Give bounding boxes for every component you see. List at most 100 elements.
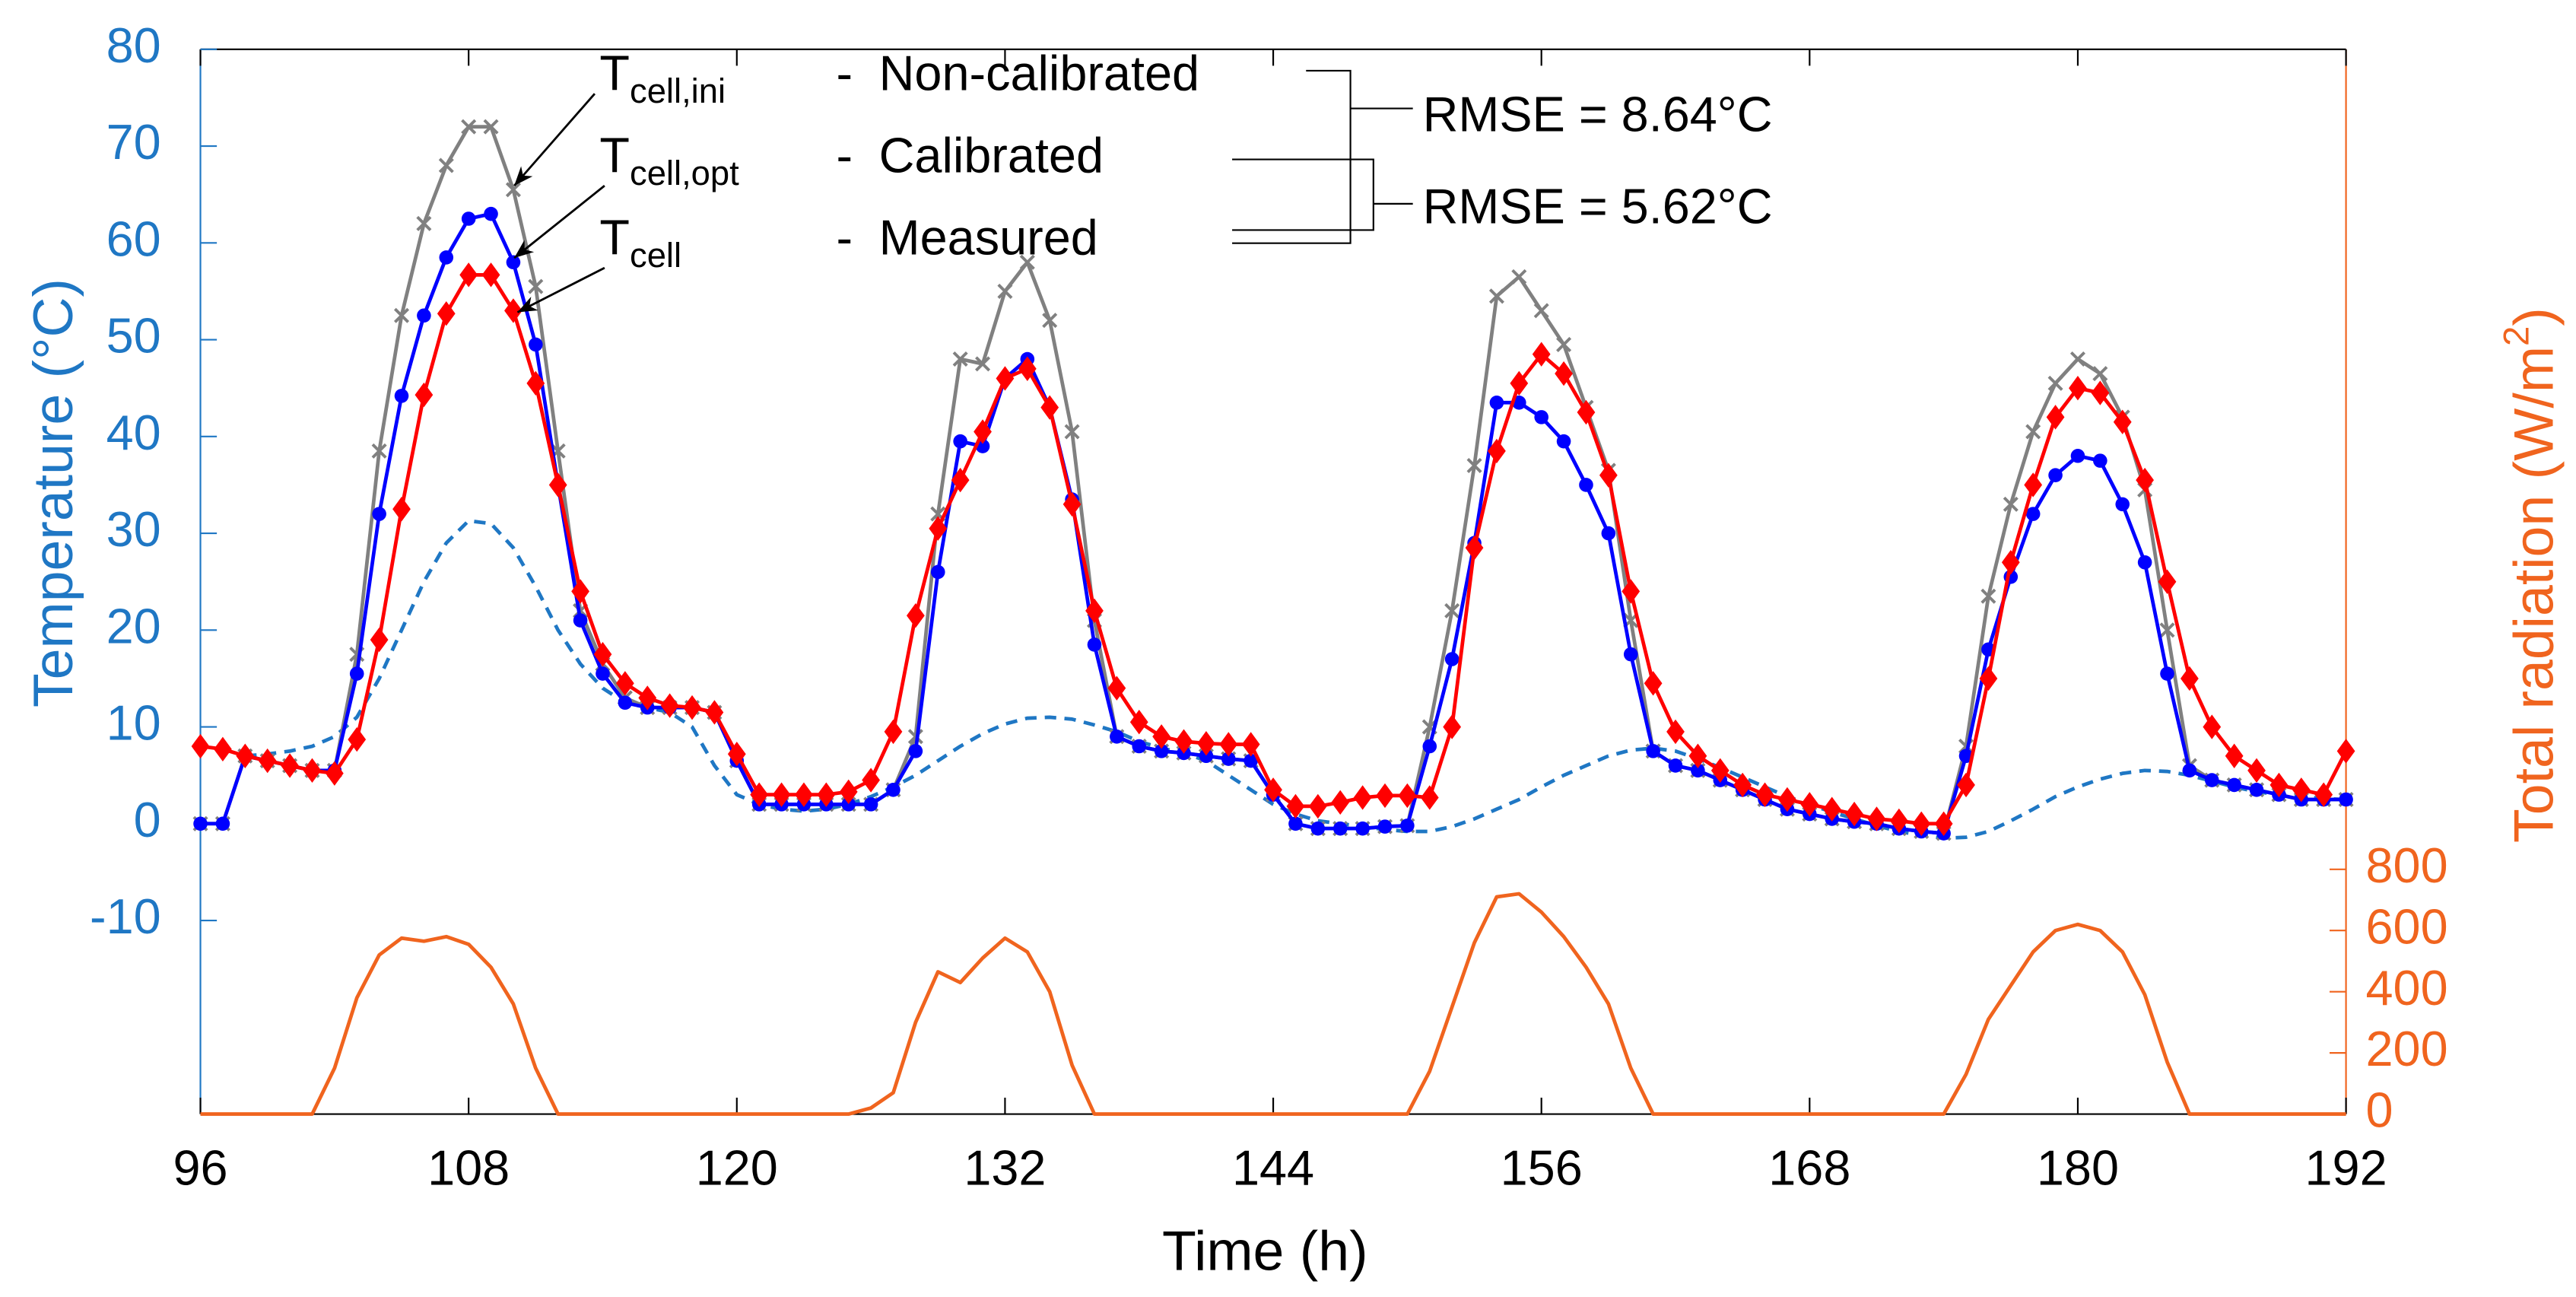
y-tick-label: 40 bbox=[106, 405, 161, 460]
marker bbox=[1466, 457, 1482, 474]
y-tick-label: 60 bbox=[106, 211, 161, 266]
marker bbox=[1599, 463, 1618, 488]
legend-arrows bbox=[513, 93, 605, 313]
marker bbox=[886, 782, 900, 797]
marker bbox=[930, 564, 945, 580]
marker bbox=[2093, 453, 2107, 468]
marker bbox=[975, 356, 991, 372]
marker bbox=[1244, 753, 1258, 768]
marker bbox=[705, 700, 724, 725]
marker bbox=[1018, 356, 1037, 381]
legend-symbol: Tcell bbox=[599, 210, 681, 275]
marker bbox=[2158, 569, 2177, 594]
marker bbox=[2269, 772, 2289, 798]
marker bbox=[438, 157, 454, 173]
marker bbox=[1556, 434, 1571, 449]
marker bbox=[1154, 744, 1169, 758]
y-tick-label: -10 bbox=[90, 889, 161, 944]
marker bbox=[439, 250, 454, 265]
y-tick-label: 0 bbox=[134, 792, 161, 847]
legend-label: Calibrated bbox=[879, 128, 1104, 183]
marker bbox=[548, 472, 567, 498]
rmse-brackets bbox=[1232, 69, 1413, 244]
marker bbox=[1488, 438, 1506, 464]
marker bbox=[1064, 424, 1080, 440]
marker bbox=[371, 443, 387, 459]
arrow bbox=[513, 93, 596, 187]
marker bbox=[2227, 777, 2241, 793]
marker bbox=[2025, 424, 2041, 440]
marker bbox=[952, 351, 968, 367]
marker bbox=[2314, 782, 2333, 807]
y2-axis-label-superscript: 2 bbox=[2496, 326, 2536, 346]
x-tick-label: 192 bbox=[2305, 1140, 2387, 1195]
x-axis-label: Time (h) bbox=[1162, 1220, 1368, 1283]
y-tick-label: 20 bbox=[106, 598, 161, 653]
marker bbox=[2115, 497, 2130, 512]
marker bbox=[1556, 336, 1572, 352]
legend-separator: - bbox=[836, 46, 853, 101]
marker bbox=[2070, 448, 2085, 463]
legend-symbol: Tcell,ini bbox=[599, 46, 726, 110]
marker bbox=[1422, 739, 1437, 754]
marker bbox=[1332, 821, 1348, 836]
y-tick-label: 10 bbox=[106, 695, 161, 751]
marker bbox=[727, 741, 746, 767]
marker bbox=[1221, 752, 1236, 766]
legend-symbol-subscript: cell,ini bbox=[630, 72, 726, 110]
y-tick-label: 80 bbox=[106, 17, 161, 73]
marker bbox=[2069, 375, 2087, 401]
marker bbox=[1310, 821, 1326, 836]
marker bbox=[1666, 719, 1685, 745]
marker bbox=[370, 627, 389, 653]
marker bbox=[1755, 782, 1774, 807]
marker bbox=[618, 695, 633, 710]
marker bbox=[953, 434, 967, 449]
x-tick-label: 144 bbox=[1232, 1140, 1314, 1195]
marker bbox=[393, 307, 410, 323]
y-tick-label: 70 bbox=[106, 114, 161, 170]
marker bbox=[683, 695, 701, 720]
y2-tick-label: 400 bbox=[2366, 960, 2448, 1016]
marker bbox=[2003, 496, 2019, 512]
marker bbox=[571, 579, 589, 604]
series-line bbox=[245, 519, 2346, 841]
marker bbox=[750, 782, 769, 807]
marker bbox=[1042, 313, 1058, 329]
legend-symbol: Tcell,opt bbox=[599, 128, 739, 192]
marker bbox=[1622, 579, 1641, 604]
marker bbox=[1623, 647, 1638, 662]
marker bbox=[1241, 732, 1260, 757]
x-tick-label: 156 bbox=[1501, 1140, 1583, 1195]
marker bbox=[817, 782, 836, 807]
plot-area: 96 108 120 132 144 156 168 180 192-1001020304050… bbox=[22, 17, 2565, 1195]
marker bbox=[1533, 303, 1549, 319]
marker bbox=[863, 797, 878, 812]
marker bbox=[2137, 555, 2152, 570]
marker bbox=[506, 255, 521, 270]
marker bbox=[573, 613, 588, 628]
marker bbox=[1489, 395, 1504, 410]
marker bbox=[1980, 588, 1996, 604]
marker bbox=[908, 744, 923, 758]
marker bbox=[258, 748, 277, 774]
marker bbox=[2247, 758, 2266, 784]
marker bbox=[2339, 792, 2353, 807]
marker bbox=[214, 736, 232, 762]
marker bbox=[1534, 410, 1548, 424]
marker bbox=[1132, 739, 1147, 754]
marker bbox=[1377, 819, 1393, 834]
marker bbox=[484, 206, 498, 221]
legend-symbol-letter: T bbox=[599, 46, 630, 101]
y-tick-label: 50 bbox=[106, 308, 161, 364]
marker bbox=[1174, 729, 1193, 754]
marker bbox=[1691, 763, 1705, 778]
y-tick-label: 30 bbox=[106, 501, 161, 557]
y2-tick-label: 600 bbox=[2366, 898, 2448, 954]
marker bbox=[1957, 772, 1975, 798]
marker bbox=[1355, 821, 1370, 836]
marker bbox=[236, 743, 255, 768]
marker bbox=[951, 467, 970, 493]
x-tick-label: 120 bbox=[696, 1140, 778, 1195]
